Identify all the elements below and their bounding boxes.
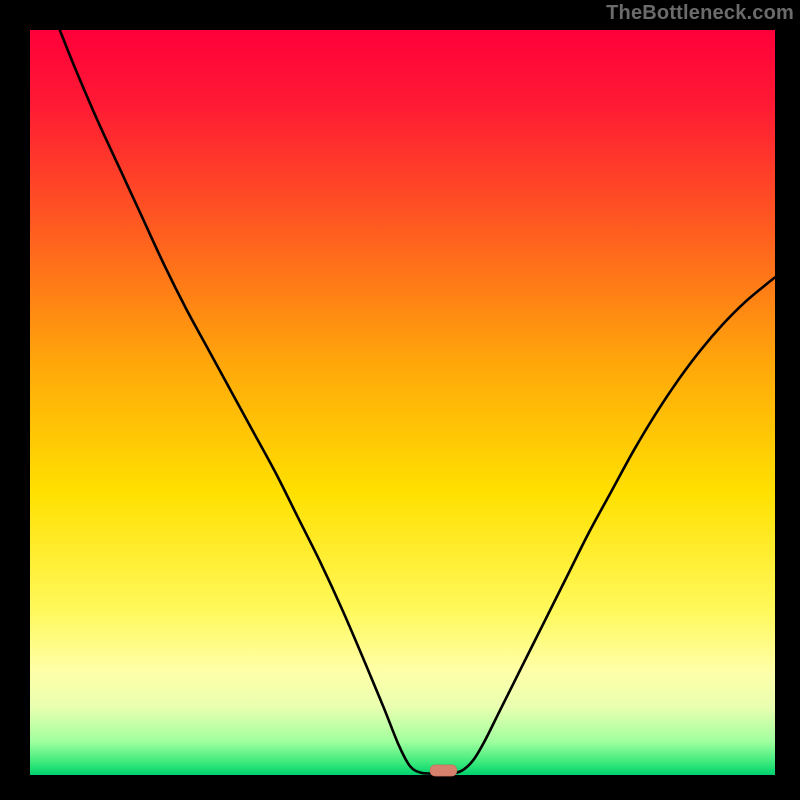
chart-container: TheBottleneck.com xyxy=(0,0,800,800)
bottleneck-curve-chart xyxy=(0,0,800,800)
watermark-label: TheBottleneck.com xyxy=(606,2,794,25)
optimal-point-marker xyxy=(430,765,457,776)
